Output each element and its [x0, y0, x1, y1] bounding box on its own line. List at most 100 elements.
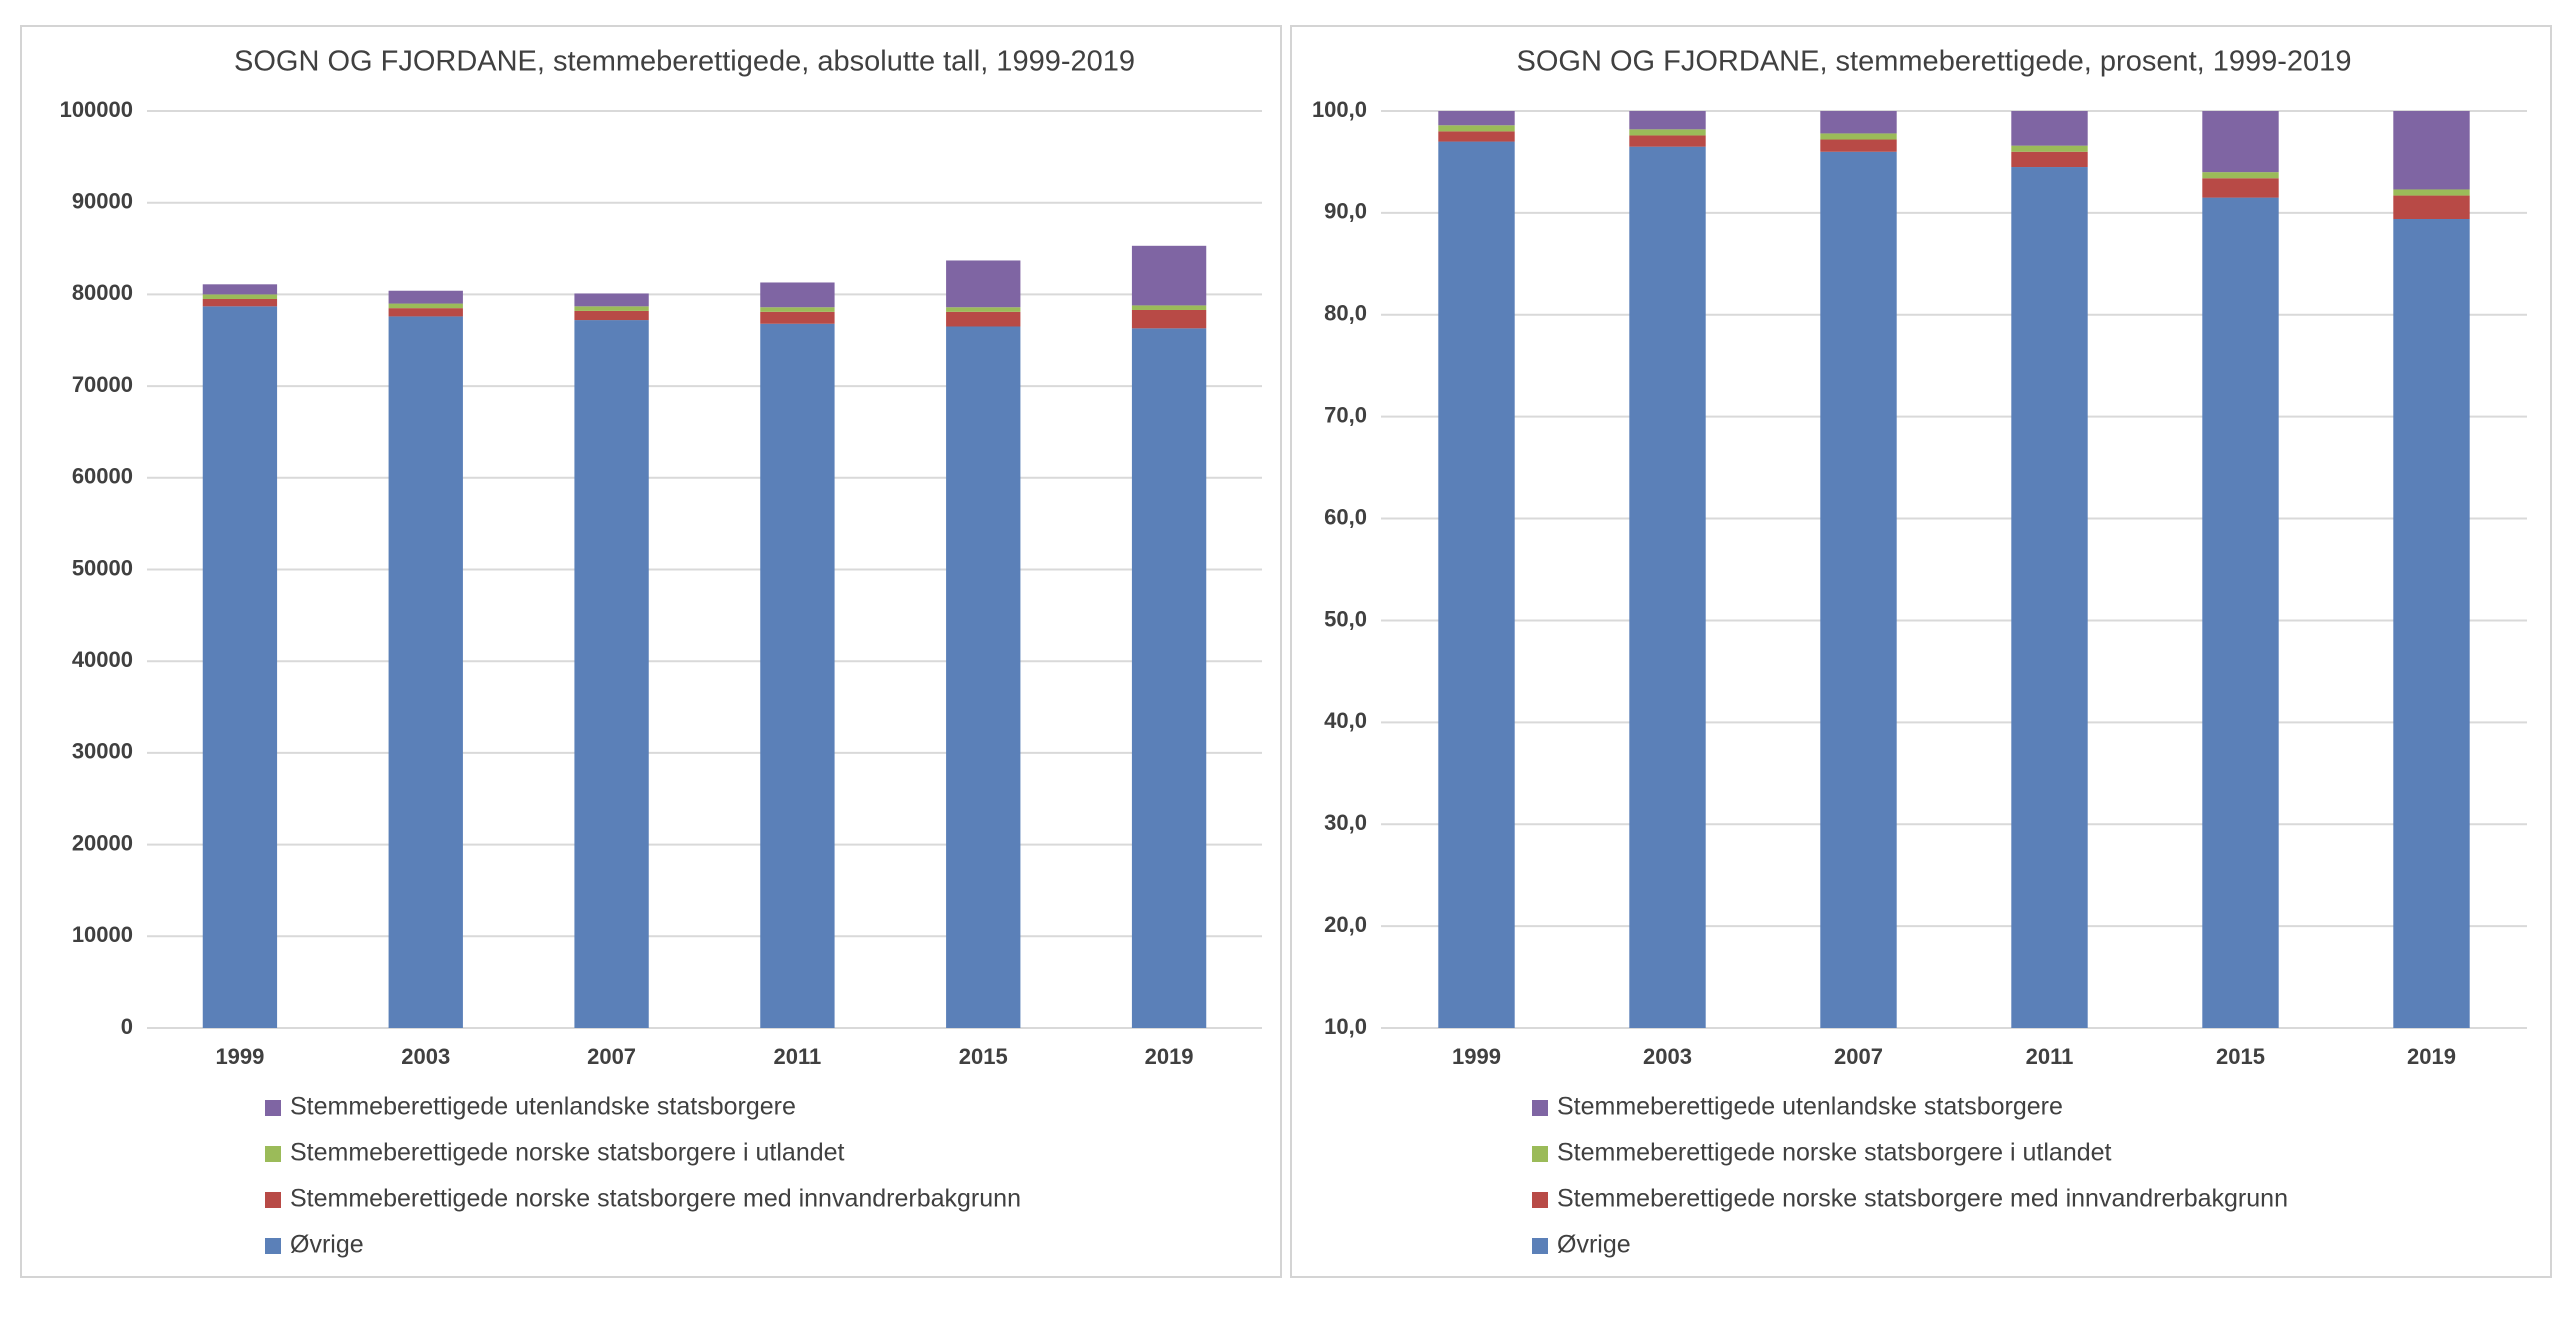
bar-segment [1629, 129, 1706, 136]
bar-segment [388, 290, 463, 304]
bar-segment [1438, 141, 1515, 1029]
chart-title: SOGN OG FJORDANE, stemmeberettigede, abs… [234, 46, 1135, 78]
bar-segment [2393, 189, 2470, 196]
bar-segment [1438, 125, 1515, 132]
bar-segment [2393, 195, 2470, 220]
bar-segment [2202, 172, 2279, 179]
bar-segment [1438, 111, 1515, 126]
y-tick-label: 40000 [72, 647, 133, 672]
x-tick-label: 2011 [774, 1044, 822, 1069]
bar-segment [388, 316, 463, 1029]
bar-segment [574, 310, 649, 321]
chart: SOGN OG FJORDANE, stemmeberettigede, abs… [60, 46, 1262, 1259]
bar-segment [946, 326, 1021, 1028]
y-tick-label: 90,0 [1324, 199, 1367, 224]
bar-segment [1131, 245, 1207, 306]
bar-segment [1629, 135, 1706, 147]
bar-segment [946, 311, 1021, 327]
legend-swatch [1532, 1238, 1548, 1254]
x-tick-label: 1999 [215, 1044, 264, 1069]
bar-segment [760, 311, 835, 324]
bar-segment [1438, 131, 1515, 142]
x-tick-label: 2019 [2407, 1044, 2456, 1069]
x-tick-label: 2003 [401, 1044, 450, 1069]
y-tick-label: 80000 [72, 280, 133, 305]
y-tick-label: 20,0 [1324, 912, 1367, 937]
y-tick-label: 70,0 [1324, 402, 1367, 427]
legend-label: Stemmeberettigede utenlandske statsborge… [290, 1093, 796, 1121]
y-tick-label: 100,0 [1312, 97, 1367, 122]
panel: SOGN OG FJORDANE, stemmeberettigede, pro… [1290, 25, 2552, 1278]
x-tick-label: 2007 [1834, 1044, 1883, 1069]
legend-swatch [265, 1192, 281, 1208]
legend-swatch [1532, 1192, 1548, 1208]
y-tick-label: 10,0 [1324, 1014, 1367, 1039]
bar-segment [760, 282, 835, 308]
bar-segment [946, 307, 1021, 312]
bar-segment [1820, 133, 1897, 140]
y-tick-label: 80,0 [1324, 301, 1367, 326]
y-tick-label: 20000 [72, 830, 133, 855]
bar-segment [2011, 151, 2088, 168]
y-tick-label: 60,0 [1324, 504, 1367, 529]
bar-segment [202, 306, 278, 1028]
bar-segment [1820, 151, 1897, 1028]
bar-segment [388, 308, 463, 317]
bar-segment [574, 293, 649, 307]
bar-segment [2202, 111, 2279, 173]
x-tick-label: 2015 [959, 1044, 1008, 1069]
bar-segment [2011, 145, 2088, 152]
bar-segment [1629, 111, 1706, 130]
legend-label: Øvrige [290, 1231, 364, 1259]
y-tick-label: 60000 [72, 464, 133, 489]
bar-segment [2202, 197, 2279, 1028]
y-tick-label: 30,0 [1324, 810, 1367, 835]
bar-segment [574, 306, 649, 311]
legend-swatch [265, 1100, 281, 1116]
bar-segment [2393, 219, 2470, 1029]
legend-label: Øvrige [1557, 1231, 1631, 1259]
y-tick-label: 100000 [60, 97, 133, 122]
x-tick-label: 2003 [1643, 1044, 1692, 1069]
bar-segment [388, 303, 463, 309]
bar-segment [1131, 305, 1207, 310]
legend-label: Stemmeberettigede norske statsborgere i … [1557, 1139, 2112, 1167]
bar-segment [2011, 167, 2088, 1029]
y-tick-label: 70000 [72, 372, 133, 397]
bar-segment [760, 307, 835, 312]
legend-swatch [1532, 1100, 1548, 1116]
x-tick-label: 2019 [1145, 1044, 1194, 1069]
bar-segment [2011, 111, 2088, 146]
bar-segment [2393, 111, 2470, 190]
chart-title: SOGN OG FJORDANE, stemmeberettigede, pro… [1517, 46, 2352, 78]
legend-swatch [265, 1146, 281, 1162]
chart: SOGN OG FJORDANE, stemmeberettigede, pro… [1312, 46, 2527, 1259]
y-tick-label: 50000 [72, 555, 133, 580]
y-tick-label: 50,0 [1324, 606, 1367, 631]
x-tick-label: 2015 [2216, 1044, 2265, 1069]
bar-segment [202, 298, 278, 307]
x-tick-label: 1999 [1452, 1044, 1501, 1069]
y-tick-label: 10000 [72, 922, 133, 947]
bar-segment [760, 323, 835, 1028]
panel: SOGN OG FJORDANE, stemmeberettigede, abs… [20, 25, 1282, 1278]
legend-label: Stemmeberettigede norske statsborgere me… [1557, 1185, 2288, 1213]
y-tick-label: 30000 [72, 739, 133, 764]
bar-segment [946, 260, 1021, 308]
bar-segment [574, 320, 649, 1028]
bar-segment [202, 294, 278, 299]
legend-label: Stemmeberettigede norske statsborgere me… [290, 1185, 1021, 1213]
bar-segment [1820, 139, 1897, 152]
x-tick-label: 2011 [2026, 1044, 2074, 1069]
y-tick-label: 90000 [72, 189, 133, 214]
legend-label: Stemmeberettigede utenlandske statsborge… [1557, 1093, 2063, 1121]
x-tick-label: 2007 [587, 1044, 636, 1069]
bar-segment [1131, 328, 1207, 1029]
legend-label: Stemmeberettigede norske statsborgere i … [290, 1139, 845, 1167]
bar-segment [1820, 111, 1897, 134]
bar-segment [2202, 178, 2279, 198]
bar-segment [1131, 309, 1207, 329]
legend-swatch [265, 1238, 281, 1254]
legend-swatch [1532, 1146, 1548, 1162]
bar-segment [202, 284, 278, 295]
